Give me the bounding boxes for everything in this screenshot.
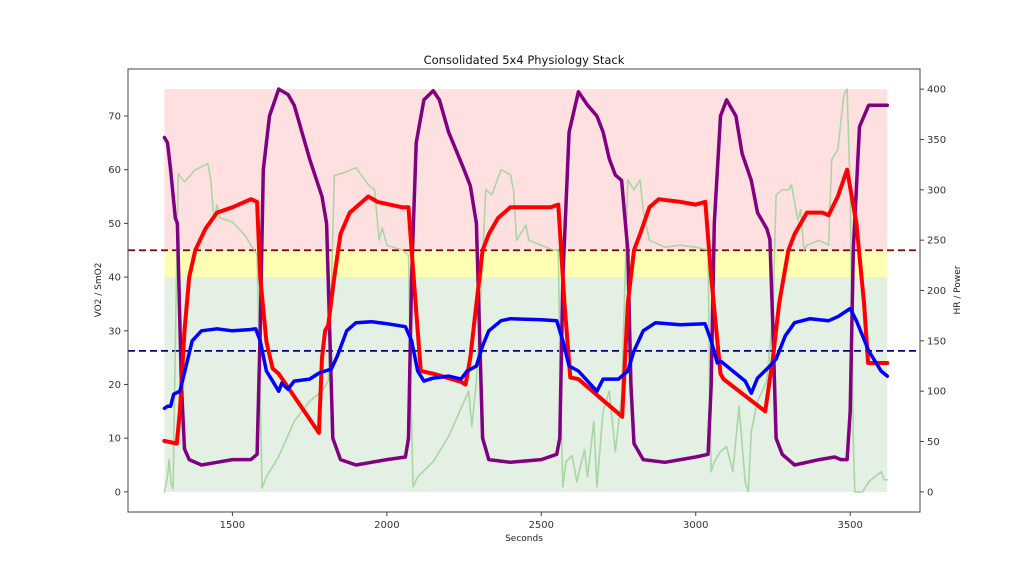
series-line-4 <box>162 306 890 411</box>
y-right-tick-label: 300 <box>927 185 946 196</box>
x-tick-label: 1500 <box>220 520 245 531</box>
y-right-tick-label: 50 <box>927 437 940 448</box>
zone-band <box>164 89 888 251</box>
y-left-tick-label: 70 <box>108 111 121 122</box>
y-axis-left: 0 10 20 30 40 50 60 70 <box>108 111 128 498</box>
y-left-tick-label: 60 <box>108 165 121 176</box>
y-left-tick-label: 40 <box>108 273 121 284</box>
series-line-1 <box>163 88 889 493</box>
y-right-tick-label: 350 <box>927 135 946 146</box>
y-axis-left-label: VO2 / SmO2 <box>94 263 104 318</box>
x-tick-label: 2000 <box>374 520 399 531</box>
y-right-tick-label: 100 <box>927 387 946 398</box>
y-right-tick-label: 250 <box>927 236 946 247</box>
y-left-tick-label: 0 <box>115 487 121 498</box>
zone-band <box>164 250 888 278</box>
x-axis-label: Seconds <box>505 534 543 544</box>
chart-title: Consolidated 5x4 Physiology Stack <box>424 53 625 67</box>
y-right-tick-label: 200 <box>927 286 946 297</box>
y-right-tick-label: 400 <box>927 85 946 96</box>
x-tick-label: 2500 <box>529 520 554 531</box>
y-left-tick-label: 20 <box>108 380 121 391</box>
y-left-tick-label: 30 <box>108 326 121 337</box>
series-line-3 <box>162 167 890 446</box>
y-axis-right-label: HR / Power <box>953 265 963 314</box>
x-axis: 1500 2000 2500 3000 3500 <box>220 512 863 531</box>
y-left-tick-label: 10 <box>108 434 121 445</box>
x-tick-label: 3500 <box>837 520 862 531</box>
zone-bands <box>164 89 888 492</box>
series-line-2 <box>162 87 890 467</box>
y-axis-right: 0 50 100 150 200 250 300 350 400 <box>920 85 946 498</box>
x-tick-label: 3000 <box>683 520 708 531</box>
y-left-tick-label: 50 <box>108 219 121 230</box>
y-right-tick-label: 0 <box>927 487 933 498</box>
series-lines <box>162 87 890 493</box>
y-right-tick-label: 150 <box>927 336 946 347</box>
